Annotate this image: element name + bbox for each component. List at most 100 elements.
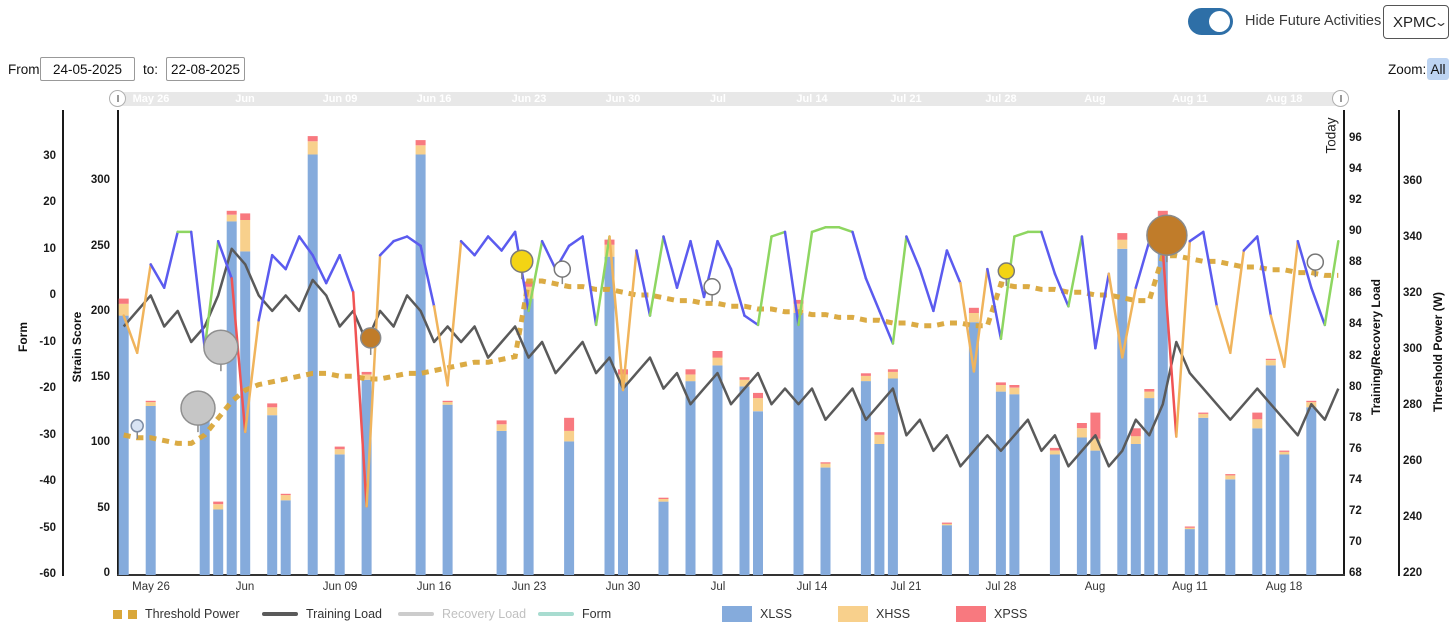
strain-bar[interactable] xyxy=(1009,387,1020,395)
strain-bar[interactable] xyxy=(226,214,237,222)
strain-bar[interactable] xyxy=(658,497,669,499)
strain-bar[interactable] xyxy=(307,141,318,155)
strain-bar[interactable] xyxy=(1279,450,1290,452)
strain-bar[interactable] xyxy=(941,522,952,524)
strain-bar[interactable] xyxy=(267,407,278,416)
strain-bar[interactable] xyxy=(820,462,831,464)
strain-bar[interactable] xyxy=(618,369,628,375)
strain-bar[interactable] xyxy=(968,307,979,313)
strain-bar[interactable] xyxy=(739,379,750,387)
strain-bar[interactable] xyxy=(658,499,669,502)
strain-bar[interactable] xyxy=(1184,529,1195,575)
strain-bar[interactable] xyxy=(874,432,885,435)
from-date-input[interactable] xyxy=(40,57,135,81)
event-marker-orange[interactable] xyxy=(359,327,382,349)
strain-bar[interactable] xyxy=(1225,475,1236,480)
strain-bar[interactable] xyxy=(887,369,898,372)
strain-bar[interactable] xyxy=(1252,412,1263,420)
strain-bar[interactable] xyxy=(1306,407,1317,575)
strain-bar[interactable] xyxy=(307,154,318,576)
strain-bar[interactable] xyxy=(739,386,750,575)
event-marker-white[interactable] xyxy=(553,260,572,278)
strain-bar[interactable] xyxy=(496,420,507,425)
strain-bar[interactable] xyxy=(226,210,237,215)
strain-bar[interactable] xyxy=(267,415,278,575)
metric-select[interactable]: XPMC ⌄ xyxy=(1383,5,1449,39)
strain-bar[interactable] xyxy=(1049,450,1060,455)
strain-bar[interactable] xyxy=(442,402,453,405)
strain-bar[interactable] xyxy=(1130,436,1141,444)
strain-bar[interactable] xyxy=(213,509,224,576)
strain-bar[interactable] xyxy=(712,365,723,575)
strain-bar[interactable] xyxy=(1090,412,1101,439)
strain-bar[interactable] xyxy=(240,220,251,252)
strain-bar[interactable] xyxy=(968,322,979,575)
strain-bar[interactable] xyxy=(1009,385,1020,388)
strain-bar[interactable] xyxy=(240,213,251,220)
strain-bar[interactable] xyxy=(1198,412,1209,414)
event-marker-yellow[interactable] xyxy=(510,249,534,273)
strain-bar[interactable] xyxy=(753,392,763,399)
strain-bar[interactable] xyxy=(1306,400,1317,403)
strain-bar[interactable] xyxy=(1225,479,1236,575)
strain-bar[interactable] xyxy=(1265,358,1276,361)
strain-bar[interactable] xyxy=(874,444,885,575)
strain-bar[interactable] xyxy=(1265,365,1276,575)
strain-bar[interactable] xyxy=(604,256,615,575)
strain-bar[interactable] xyxy=(118,298,129,304)
strain-bar[interactable] xyxy=(240,251,251,575)
strain-bar[interactable] xyxy=(199,404,210,575)
strain-bar[interactable] xyxy=(793,313,804,575)
strain-bar[interactable] xyxy=(1184,526,1195,528)
event-marker-gray-large[interactable] xyxy=(203,329,239,365)
strain-bar[interactable] xyxy=(523,281,534,287)
strain-bar[interactable] xyxy=(496,424,507,431)
strain-bar[interactable] xyxy=(334,449,345,455)
strain-bar[interactable] xyxy=(267,403,278,408)
strain-bar[interactable] xyxy=(1144,398,1155,575)
strain-bar[interactable] xyxy=(793,299,804,304)
strain-bar[interactable] xyxy=(1076,423,1087,429)
strain-bar[interactable] xyxy=(1252,428,1263,575)
legend-item-xlss[interactable]: XLSS xyxy=(722,603,792,625)
event-marker-white[interactable] xyxy=(1306,253,1325,271)
strain-bar[interactable] xyxy=(995,385,1006,392)
strain-bar[interactable] xyxy=(753,398,763,412)
strain-bar[interactable] xyxy=(1090,438,1101,451)
strain-bar[interactable] xyxy=(712,351,723,358)
strain-bar[interactable] xyxy=(874,434,885,444)
strain-bar[interactable] xyxy=(860,373,871,376)
strain-bar[interactable] xyxy=(523,298,534,575)
strain-bar[interactable] xyxy=(1117,233,1128,240)
to-date-input[interactable] xyxy=(166,57,245,81)
event-marker-white[interactable] xyxy=(703,278,721,296)
legend-item-xhss[interactable]: XHSS xyxy=(838,603,910,625)
strain-bar[interactable] xyxy=(1117,248,1128,576)
strain-bar[interactable] xyxy=(995,382,1006,385)
strain-bar[interactable] xyxy=(415,145,426,155)
strain-bar[interactable] xyxy=(753,411,763,576)
strain-bar[interactable] xyxy=(1117,239,1128,249)
strain-bar[interactable] xyxy=(564,430,575,442)
event-marker-gray-large[interactable] xyxy=(180,390,216,426)
strain-bar[interactable] xyxy=(1279,454,1290,576)
hide-future-toggle[interactable] xyxy=(1188,8,1233,35)
strain-bar[interactable] xyxy=(496,430,507,575)
strain-bar[interactable] xyxy=(1279,451,1290,455)
legend-item-training-load[interactable]: Training Load xyxy=(262,603,382,625)
strain-bar[interactable] xyxy=(1009,394,1020,575)
strain-bar[interactable] xyxy=(334,446,345,450)
strain-bar[interactable] xyxy=(685,374,696,382)
strain-bar[interactable] xyxy=(145,402,156,406)
legend-item-recovery-load[interactable]: Recovery Load xyxy=(398,603,526,625)
strain-bar[interactable] xyxy=(415,140,426,146)
strain-bar[interactable] xyxy=(145,400,156,403)
strain-bar[interactable] xyxy=(887,371,898,379)
legend-item-xpss[interactable]: XPSS xyxy=(956,603,1027,625)
legend-item-form[interactable]: Form xyxy=(538,603,611,625)
strain-bar[interactable] xyxy=(793,303,804,313)
strain-bar[interactable] xyxy=(1184,527,1195,530)
strain-bar[interactable] xyxy=(1225,474,1236,476)
strain-bar[interactable] xyxy=(1090,450,1101,575)
strain-bar[interactable] xyxy=(1049,454,1060,576)
